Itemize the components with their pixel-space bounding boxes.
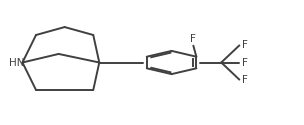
Text: F: F [242, 40, 248, 50]
Text: F: F [242, 58, 248, 68]
Text: F: F [190, 34, 196, 44]
Text: F: F [242, 75, 248, 85]
Text: HN: HN [9, 58, 24, 68]
